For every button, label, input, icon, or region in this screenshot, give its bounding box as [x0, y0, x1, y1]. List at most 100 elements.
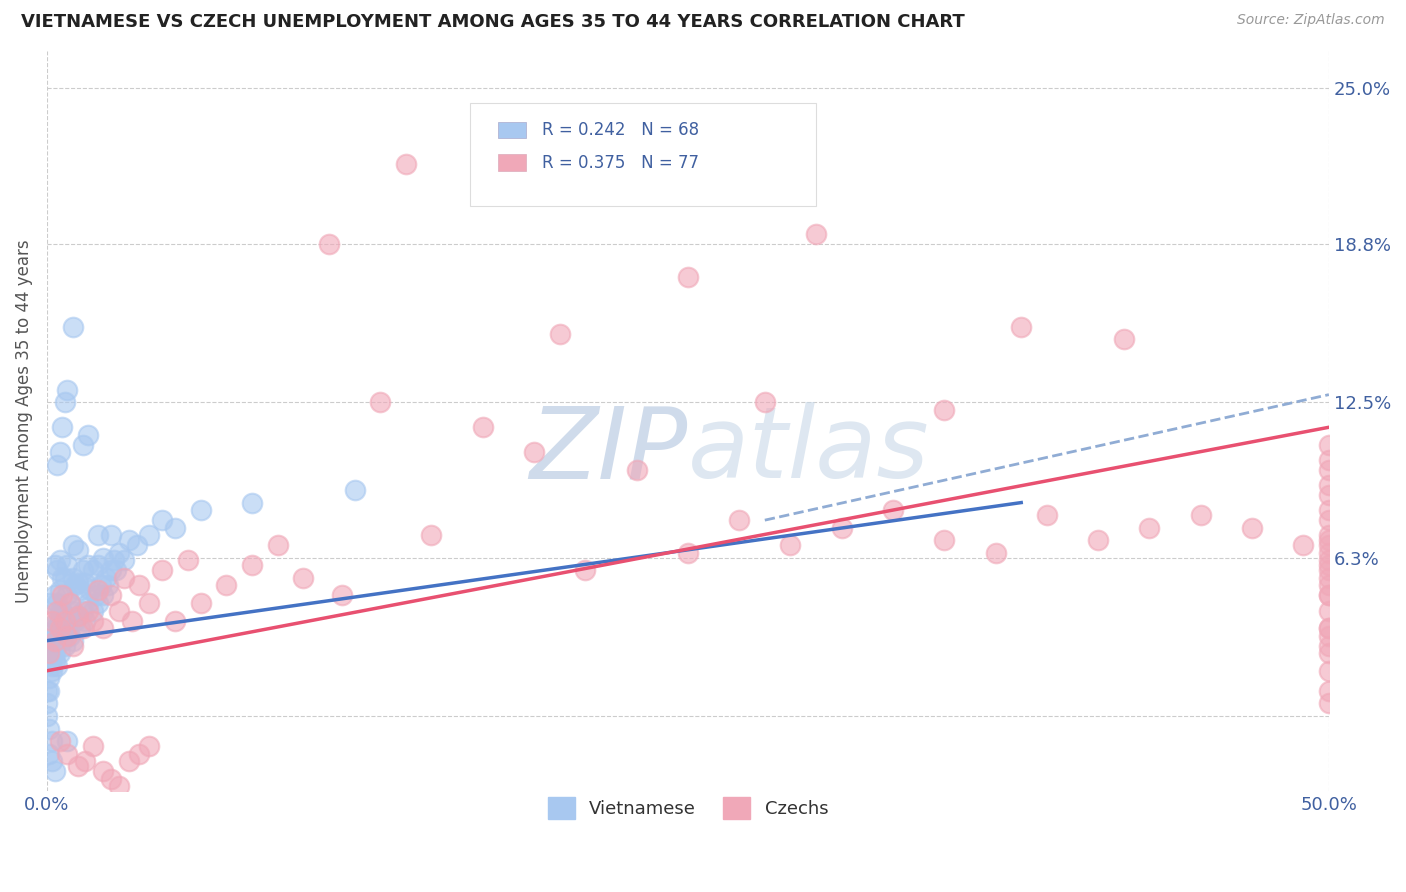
- Point: [1112, 332, 1135, 346]
- Point: [676, 546, 699, 560]
- Point: [165, 521, 187, 535]
- Point: [87, 528, 110, 542]
- Point: [754, 395, 776, 409]
- Point: [46, 458, 69, 472]
- Point: [1189, 508, 1212, 523]
- Point: [72, 621, 94, 635]
- Point: [44, 621, 66, 635]
- Point: [44, 639, 66, 653]
- Point: [62, 603, 84, 617]
- Point: [44, 654, 66, 668]
- Point: [56, 383, 79, 397]
- Point: [128, 578, 150, 592]
- Point: [46, 563, 69, 577]
- Text: VIETNAMESE VS CZECH UNEMPLOYMENT AMONG AGES 35 TO 44 YEARS CORRELATION CHART: VIETNAMESE VS CZECH UNEMPLOYMENT AMONG A…: [21, 13, 965, 31]
- Point: [1036, 508, 1059, 523]
- Point: [100, 528, 122, 542]
- Point: [1317, 563, 1340, 577]
- Point: [69, 583, 91, 598]
- Point: [118, 754, 141, 768]
- Point: [63, 614, 86, 628]
- Point: [97, 578, 120, 592]
- Point: [41, 664, 63, 678]
- Point: [62, 639, 84, 653]
- Point: [368, 395, 391, 409]
- Point: [1317, 578, 1340, 592]
- Point: [1317, 546, 1340, 560]
- Point: [118, 533, 141, 548]
- Point: [48, 734, 70, 748]
- Point: [934, 402, 956, 417]
- Point: [44, 646, 66, 660]
- Point: [1317, 503, 1340, 517]
- Point: [100, 772, 122, 786]
- Point: [56, 558, 79, 573]
- Point: [53, 614, 76, 628]
- Point: [395, 156, 418, 170]
- Point: [77, 427, 100, 442]
- Point: [292, 571, 315, 585]
- Point: [56, 589, 79, 603]
- Point: [35, 684, 58, 698]
- Text: R = 0.242   N = 68: R = 0.242 N = 68: [541, 121, 699, 139]
- Point: [125, 538, 148, 552]
- Point: [728, 513, 751, 527]
- Point: [330, 589, 353, 603]
- Point: [41, 658, 63, 673]
- Point: [56, 621, 79, 635]
- Point: [62, 633, 84, 648]
- Point: [51, 633, 73, 648]
- Point: [91, 764, 114, 779]
- Point: [41, 646, 63, 660]
- Point: [523, 445, 546, 459]
- Point: [1087, 533, 1109, 548]
- Point: [100, 563, 122, 577]
- Point: [1139, 521, 1161, 535]
- Point: [41, 754, 63, 768]
- Legend: Vietnamese, Czechs: Vietnamese, Czechs: [540, 790, 835, 827]
- Point: [87, 583, 110, 598]
- Point: [72, 563, 94, 577]
- Point: [215, 578, 238, 592]
- Point: [1317, 533, 1340, 548]
- Point: [46, 621, 69, 635]
- Point: [107, 546, 129, 560]
- Point: [1317, 553, 1340, 567]
- Point: [107, 779, 129, 793]
- Point: [138, 596, 160, 610]
- Point: [48, 608, 70, 623]
- Point: [75, 575, 97, 590]
- Point: [53, 608, 76, 623]
- Point: [53, 395, 76, 409]
- Point: [38, 722, 60, 736]
- Point: [38, 684, 60, 698]
- Point: [63, 578, 86, 592]
- Y-axis label: Unemployment Among Ages 35 to 44 years: Unemployment Among Ages 35 to 44 years: [15, 239, 32, 603]
- Point: [150, 513, 173, 527]
- Point: [177, 553, 200, 567]
- Point: [107, 603, 129, 617]
- Point: [1317, 621, 1340, 635]
- Point: [48, 553, 70, 567]
- Point: [44, 558, 66, 573]
- Point: [56, 629, 79, 643]
- Point: [112, 571, 135, 585]
- Point: [56, 734, 79, 748]
- Point: [53, 639, 76, 653]
- Point: [44, 589, 66, 603]
- Point: [934, 533, 956, 548]
- Point: [240, 495, 263, 509]
- Point: [66, 608, 89, 623]
- Point: [46, 614, 69, 628]
- Point: [41, 614, 63, 628]
- Point: [38, 671, 60, 685]
- Point: [46, 658, 69, 673]
- Point: [77, 603, 100, 617]
- Point: [38, 646, 60, 660]
- Point: [1317, 589, 1340, 603]
- Point: [112, 553, 135, 567]
- FancyBboxPatch shape: [498, 154, 526, 170]
- Point: [35, 697, 58, 711]
- Point: [38, 747, 60, 761]
- Point: [1317, 621, 1340, 635]
